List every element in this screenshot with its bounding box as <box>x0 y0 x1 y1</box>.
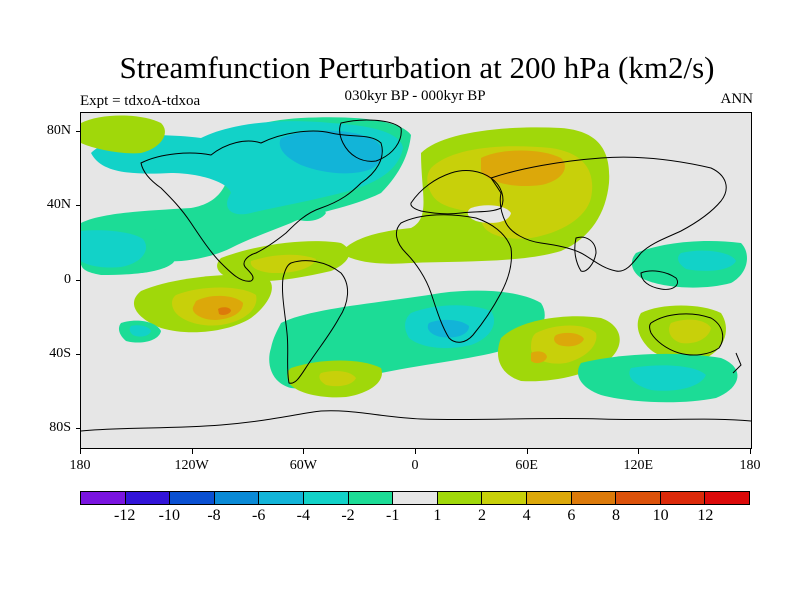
x-tick-label: 0 <box>411 458 419 473</box>
contour-region-south-australia-core <box>629 365 706 391</box>
x-tick <box>80 449 81 454</box>
colorbar-label: -2 <box>341 507 355 524</box>
colorbar-swatch <box>393 492 438 504</box>
x-tick <box>191 449 193 454</box>
y-tick <box>76 279 80 281</box>
coastline-north-america <box>140 130 383 282</box>
x-tick-label: 60W <box>289 458 317 473</box>
season-label: ANN <box>720 91 754 107</box>
contour-region-indian-ocean-core-2 <box>531 351 547 364</box>
coastline-australia <box>649 313 724 356</box>
y-tick <box>76 205 80 207</box>
colorbar-label: 8 <box>612 507 620 524</box>
colorbar-swatch <box>437 492 483 504</box>
y-tick-label: 80N <box>46 122 71 138</box>
contour-region-arctic-yellow <box>81 115 165 154</box>
contour-region-south-pacific-peak <box>218 307 231 315</box>
colorbar-swatch <box>214 492 260 504</box>
colorbar-label: 6 <box>567 507 576 524</box>
contour-region-north-atlantic-dark <box>279 130 383 174</box>
colorbar-swatch <box>660 492 706 504</box>
x-tick-label: 120W <box>174 458 209 473</box>
colorbar-swatch <box>81 492 126 504</box>
colorbar-swatch <box>571 492 617 504</box>
colorbar <box>80 491 750 505</box>
x-tick <box>415 449 416 454</box>
colorbar-label: 12 <box>697 507 714 524</box>
contour-region-australia-core <box>669 319 711 344</box>
y-tick-label: 40N <box>46 197 71 213</box>
period-label: 030kyr BP - 000kyr BP <box>344 88 486 104</box>
map-title: Streamfunction Perturbation at 200 hPa (… <box>119 50 715 85</box>
colorbar-label: -10 <box>158 507 180 524</box>
contour-map <box>81 115 751 432</box>
coastlines <box>81 119 751 432</box>
colorbar-label: 10 <box>652 507 669 524</box>
coastline-greenland <box>339 119 402 162</box>
contour-region-north-pacific-core <box>81 230 147 268</box>
y-tick-label: 80S <box>49 420 71 436</box>
colorbar-swatch <box>705 492 749 504</box>
contour-region-indian-ocean-core <box>554 332 584 347</box>
experiment-label: Expt = tdxoA-tdxoa <box>80 93 201 109</box>
colorbar-label: -8 <box>207 507 221 524</box>
contour-region-tropical-band-core <box>250 254 316 273</box>
y-tick <box>76 428 80 430</box>
colorbar-swatch <box>259 492 304 504</box>
y-tick <box>76 130 80 132</box>
colorbar-swatch <box>125 492 171 504</box>
contour-region-south-america-tip-core <box>319 370 356 387</box>
colorbar-swatch <box>348 492 394 504</box>
x-tick <box>638 449 640 454</box>
coastline-africa <box>395 214 512 343</box>
contour-fills <box>81 115 747 403</box>
coastline-antarctica <box>81 410 751 432</box>
colorbar-label: 4 <box>522 507 531 524</box>
x-tick-label: 180 <box>739 458 761 473</box>
colorbar-swatch <box>482 492 527 504</box>
contour-region-southern-band-dark <box>427 319 469 338</box>
coastline-south-america <box>282 260 348 384</box>
y-tick-label: 40S <box>49 345 71 361</box>
x-tick-label: 180 <box>69 458 91 473</box>
colorbar-label: 2 <box>478 507 486 524</box>
contour-region-east-asia-core <box>678 250 736 271</box>
colorbar-swatch <box>526 492 572 504</box>
x-tick <box>750 449 751 454</box>
coastline-asia <box>490 156 727 272</box>
colorbar-label: -12 <box>113 507 136 524</box>
x-tick-label: 120E <box>623 458 654 473</box>
coastline-india <box>574 236 597 272</box>
x-tick <box>526 449 528 454</box>
x-tick-label: 60E <box>515 458 538 473</box>
colorbar-label: -4 <box>296 507 310 524</box>
colorbar-label: -6 <box>251 507 266 524</box>
x-tick <box>303 449 305 454</box>
colorbar-swatch <box>170 492 215 504</box>
y-tick-label: 0 <box>64 271 71 287</box>
contour-region-south-pacific-blob-core <box>129 325 151 337</box>
colorbar-label: 1 <box>433 507 442 524</box>
y-tick <box>76 353 80 355</box>
coastline-new-zealand <box>732 352 742 374</box>
map-plot-area <box>80 112 752 449</box>
colorbar-swatch <box>616 492 661 504</box>
contour-region-south-pacific-core <box>192 295 243 320</box>
contour-region-eurasia-core <box>481 150 565 187</box>
colorbar-label: -1 <box>385 507 400 524</box>
coastline-se-asia <box>640 270 678 290</box>
colorbar-swatch <box>303 492 349 504</box>
